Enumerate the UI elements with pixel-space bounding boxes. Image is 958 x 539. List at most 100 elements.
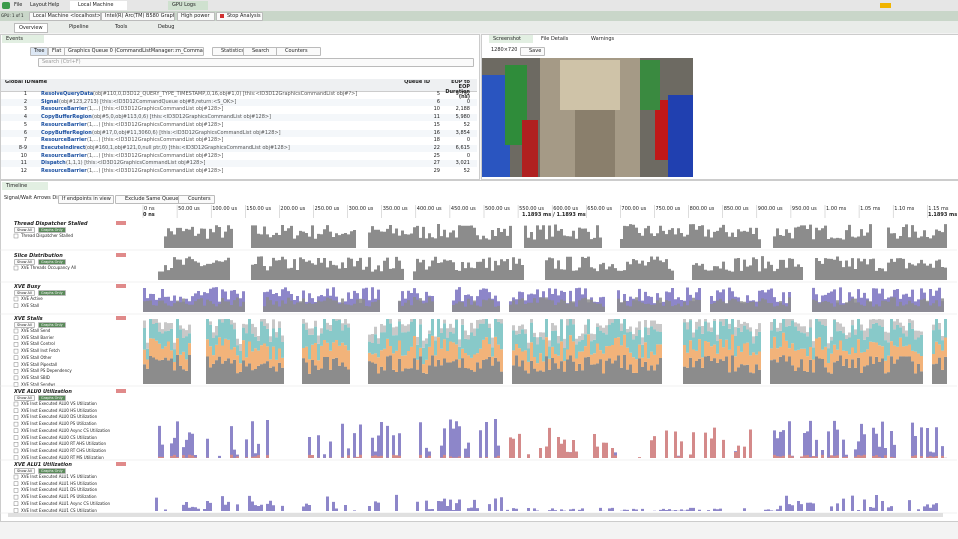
row-duration: 3,021 — [455, 160, 470, 167]
counter-item[interactable]: XVE Inst Executed ALU1 VS Utilization — [21, 474, 97, 479]
counter-graph — [143, 319, 944, 352]
row-queue: 22 — [433, 144, 440, 151]
arrows-dropdown[interactable]: If endpoints in view — [58, 195, 114, 204]
view-tabs-bar — [0, 21, 958, 33]
counter-graph — [158, 256, 947, 280]
counter-item[interactable]: XVE Threads Occupancy All — [21, 265, 77, 270]
row-duration: 52 — [463, 168, 470, 174]
checkbox — [13, 362, 19, 367]
counter-item[interactable]: XVE Stall — [21, 302, 40, 308]
row-args: (obj#5,0,obj#113,0,6) [this:<ID3D12Graph… — [92, 114, 272, 121]
row-bg — [1, 144, 477, 152]
counter-item[interactable]: XVE Inst Executed ALU0 CS Utilization — [21, 434, 97, 440]
counter-item[interactable]: XVE Stall Inst Fetch — [21, 348, 60, 354]
counter-item[interactable]: XVE Inst Executed ALU1 HS Utilization — [21, 480, 98, 486]
row-args: (1,...) [this:<ID3D12GraphicsCommandList… — [87, 152, 224, 159]
group-title: XVE Stalls — [14, 316, 43, 322]
counter-item[interactable]: XVE Inst Executed ALU0 RT MS Utilization — [21, 454, 104, 460]
graphs-only-button[interactable]: Graphs Only — [38, 290, 66, 296]
show-all-button[interactable]: Show All — [14, 322, 35, 328]
show-all-button[interactable]: Show All — [14, 395, 35, 401]
counter-item[interactable]: XVE Stall Send — [21, 328, 51, 333]
row-duration: 5,980 — [455, 114, 470, 121]
counter-item[interactable]: XVE Inst Executed ALU0 DS Utilization — [21, 414, 98, 420]
stop-button[interactable]: Stop Analysis — [216, 12, 263, 21]
search-box[interactable]: Search (Ctrl+F) — [38, 58, 474, 67]
screenshot-tab[interactable]: Warnings — [591, 36, 615, 42]
checkbox — [13, 455, 19, 460]
group-title: Thread Dispatcher Stalled — [14, 221, 88, 227]
row-id: 12 — [20, 168, 27, 174]
counter-item[interactable]: XVE Stall Pipestall — [21, 361, 58, 367]
screenshot-tab[interactable]: File Details — [541, 36, 569, 42]
row-queue: 5 — [436, 91, 440, 97]
tree-button[interactable]: Tree — [30, 47, 49, 56]
group-icons — [116, 221, 126, 225]
row-queue: 16 — [433, 129, 440, 136]
show-all-button[interactable]: Show All — [14, 290, 35, 296]
queue-dropdown[interactable]: Graphics Queue 0 (CommandListManager::m_… — [64, 47, 204, 56]
row-name: Signal — [41, 98, 59, 105]
menu-item[interactable]: Layout — [30, 2, 47, 8]
view-tab[interactable]: Pipeline — [69, 24, 89, 30]
view-tab[interactable]: Tools — [115, 24, 128, 30]
show-all-button[interactable]: Show All — [14, 468, 35, 474]
menu-item[interactable]: Help — [48, 2, 60, 8]
counter-item[interactable]: Thread Dispatcher Stalled — [21, 233, 73, 238]
counter-item[interactable]: XVE Inst Executed ALU0 PS Utilization — [21, 421, 97, 427]
counter-item[interactable]: XVE Inst Executed ALU1 Async CS Utilizat… — [21, 500, 111, 506]
show-all-button[interactable]: Show All — [14, 227, 35, 233]
screenshot-tab[interactable]: Screenshot — [489, 35, 533, 43]
screenshot-image — [575, 110, 615, 177]
counter-graph — [158, 427, 947, 458]
counter-item[interactable]: XVE Inst Executed ALU0 VS Utilization — [21, 401, 97, 406]
graphs-only-button[interactable]: Graphs Only — [38, 468, 66, 474]
row-args: (1,...) [this:<ID3D12GraphicsCommandList… — [87, 168, 224, 174]
counters-button[interactable]: Counters — [178, 195, 215, 204]
counter-item[interactable]: XVE Stall Barrier — [21, 334, 54, 340]
panel-tab[interactable]: Events — [2, 35, 44, 43]
device-selector[interactable]: Intel(R) Arc(TM) B580 Graphics — [101, 12, 175, 21]
ruler-end: 1.1893 ms — [928, 212, 958, 218]
app-tab[interactable]: GPU Logs — [168, 1, 208, 10]
graphs-only-button[interactable]: Graphs Only — [38, 259, 66, 265]
show-all-button[interactable]: Show All — [14, 259, 35, 265]
panel-tab[interactable]: Timeline — [2, 182, 48, 190]
group-title: Slice Distribution — [14, 253, 63, 259]
view-tab[interactable]: Debug — [158, 24, 175, 30]
row-queue: 10 — [433, 106, 440, 113]
checkbox — [13, 508, 19, 513]
save-button[interactable]: Save — [520, 47, 546, 56]
menu-item[interactable]: File — [14, 2, 23, 8]
row-queue: 18 — [433, 137, 440, 144]
counter-item[interactable]: XVE Inst Executed ALU0 HS Utilization — [21, 407, 98, 413]
counter-item[interactable]: XVE Active — [21, 296, 43, 301]
group-icons — [116, 253, 126, 257]
view-tab[interactable]: Overview — [14, 23, 48, 33]
counter-item[interactable]: XVE Stall Control — [21, 341, 55, 347]
graphs-only-button[interactable]: Graphs Only — [38, 395, 66, 401]
gpu-selector[interactable]: GPU: 1 of 1 — [1, 13, 24, 18]
machine-selector[interactable]: Local Machine <localhost> — [29, 12, 101, 21]
power-selector[interactable]: High power — [177, 12, 215, 21]
counter-item[interactable]: XVE Inst Executed ALU1 DS Utilization — [21, 487, 98, 493]
checkbox — [13, 501, 19, 506]
counter-item[interactable]: XVE Inst Executed ALU0 RT AHS Utilizatio… — [21, 441, 107, 447]
counter-item[interactable]: XVE Stall PS Dependency — [21, 368, 72, 374]
counter-item[interactable]: XVE Inst Executed ALU1 PS Utilization — [21, 494, 97, 500]
graphs-only-button[interactable]: Graphs Only — [38, 227, 66, 233]
counter-item[interactable]: XVE Inst Executed ALU1 CS Utilization — [21, 507, 97, 513]
row-id: 3 — [23, 106, 27, 113]
counter-item[interactable]: XVE Stall Other — [21, 354, 52, 360]
counter-item[interactable]: XVE Inst Executed ALU0 RT CHS Utilizatio… — [21, 447, 107, 453]
checkbox — [13, 488, 19, 493]
row-id: 5 — [23, 121, 27, 128]
action-button[interactable]: Counters — [276, 47, 321, 56]
counter-item[interactable]: XVE Stall SBID — [21, 374, 50, 380]
graphs-only-button[interactable]: Graphs Only — [38, 322, 66, 328]
counter-graph — [164, 224, 947, 248]
counter-item[interactable]: XVE Stall Sendwr — [21, 381, 56, 387]
counter-item[interactable]: XVE Inst Executed ALU0 Async CS Utilizat… — [21, 427, 111, 433]
row-queue: 29 — [433, 168, 440, 174]
app-tab[interactable]: Local Machine — [70, 1, 128, 10]
